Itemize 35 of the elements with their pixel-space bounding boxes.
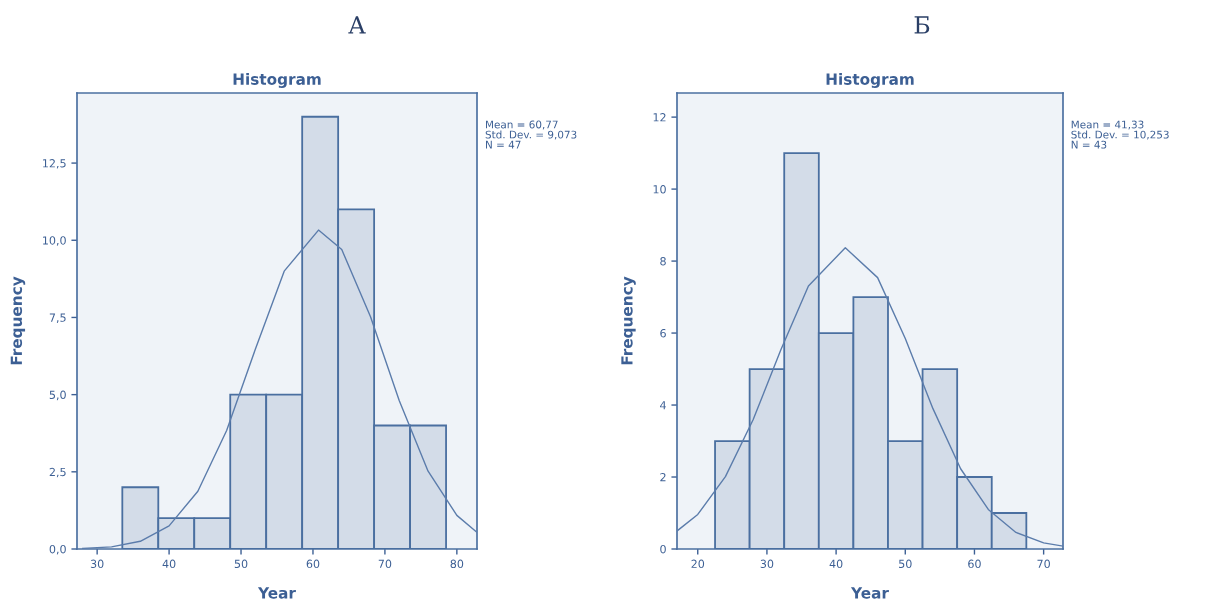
y-tick-label: 8 <box>660 257 666 266</box>
x-tick-label: 70 <box>378 559 392 569</box>
chart-subtitle: Histogram <box>826 73 914 88</box>
x-tick-label: 50 <box>899 559 912 569</box>
y-tick-label: 12 <box>653 113 666 122</box>
y-tick-label: 2 <box>660 472 666 482</box>
x-tick-label: 60 <box>968 559 981 569</box>
chart-title: Б <box>914 16 930 34</box>
y-tick-label: 5,0 <box>49 390 66 401</box>
x-tick-label: 20 <box>691 559 705 569</box>
text: Mean = 41,33 Std. Dev. = 10,253 N = 43 <box>1071 120 1169 149</box>
y-tick-label: 4 <box>660 401 666 410</box>
y-tick-label: 2,5 <box>49 467 66 478</box>
x-axis-title: Year <box>257 587 296 599</box>
x-tick-label: 80 <box>450 559 464 569</box>
y-tick-label: 7,5 <box>49 313 66 323</box>
text: Mean = 60,77 Std. Dev. = 9,073 N = 47 <box>485 120 577 149</box>
x-tick-label: 30 <box>760 559 774 569</box>
y-axis-title: Frequency <box>621 276 636 365</box>
y-axis-title: Frequency <box>10 276 26 365</box>
y-tick-label: 0,0 <box>49 544 66 555</box>
x-tick-label: 40 <box>162 559 176 569</box>
y-tick-label: 10 <box>653 185 666 194</box>
y-tick-label: 12,5 <box>43 159 66 169</box>
chart-title: А <box>348 16 366 34</box>
x-tick-label: 60 <box>306 559 320 569</box>
y-tick-label: 0 <box>660 544 666 554</box>
chart-subtitle: Histogram <box>233 73 321 88</box>
y-tick-label: 10,0 <box>43 236 66 246</box>
y-tick-label: 6 <box>660 329 666 338</box>
x-tick-label: 50 <box>234 559 248 569</box>
x-tick-label: 40 <box>829 559 843 569</box>
x-tick-label: 70 <box>1037 559 1050 569</box>
x-axis-title: Year <box>850 587 889 599</box>
x-tick-label: 30 <box>90 559 104 569</box>
